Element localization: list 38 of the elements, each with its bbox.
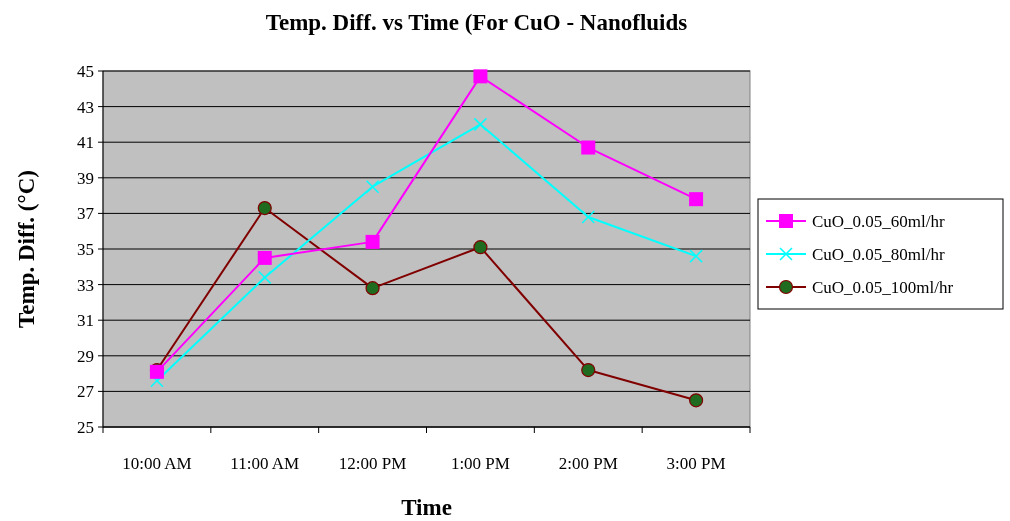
- point: [688, 393, 704, 408]
- x-tick-label: 11:00 AM: [230, 454, 300, 473]
- point: [257, 200, 272, 216]
- point: [581, 362, 596, 378]
- y-tick-label: 31: [77, 311, 94, 331]
- point: [365, 179, 380, 194]
- x-tick-label: 12:00 PM: [338, 454, 407, 473]
- point: [581, 210, 595, 224]
- y-tick-label: 41: [77, 133, 94, 153]
- point: [689, 249, 703, 263]
- legend-label: CuO_0.05_80ml/hr: [812, 244, 946, 264]
- y-tick-label: 35: [77, 239, 94, 259]
- point: [365, 234, 380, 249]
- legend-label: CuO_0.05_60ml/hr: [812, 211, 946, 231]
- point: [689, 192, 704, 207]
- y-tick-label: 39: [77, 168, 94, 188]
- x-axis-title: Time: [401, 495, 452, 520]
- point: [473, 240, 488, 255]
- y-tick-label: 43: [77, 97, 94, 117]
- point: [473, 69, 488, 84]
- point: [473, 117, 488, 132]
- legend-label: CuO_0.05_100ml/hr: [812, 277, 954, 297]
- point: [581, 140, 596, 155]
- y-tick-label: 29: [77, 346, 94, 366]
- point: [257, 250, 272, 265]
- y-tick-label: 33: [77, 275, 94, 295]
- x-tick-label: 2:00 PM: [558, 454, 618, 473]
- y-tick-label: 25: [77, 417, 94, 437]
- x-tick-label: 1:00 PM: [450, 454, 510, 473]
- y-axis-title: Temp. Diff. (°C): [14, 170, 39, 328]
- point: [365, 281, 380, 296]
- x-tick-label: 10:00 AM: [122, 454, 192, 473]
- y-tick-label: 27: [77, 382, 95, 402]
- x-tick-label: 3:00 PM: [666, 454, 726, 473]
- y-tick-label: 45: [77, 61, 94, 81]
- chart-title: Temp. Diff. vs Time (For CuO - Nanofluids: [265, 10, 688, 35]
- y-tick-label: 37: [77, 204, 95, 224]
- point: [258, 270, 272, 285]
